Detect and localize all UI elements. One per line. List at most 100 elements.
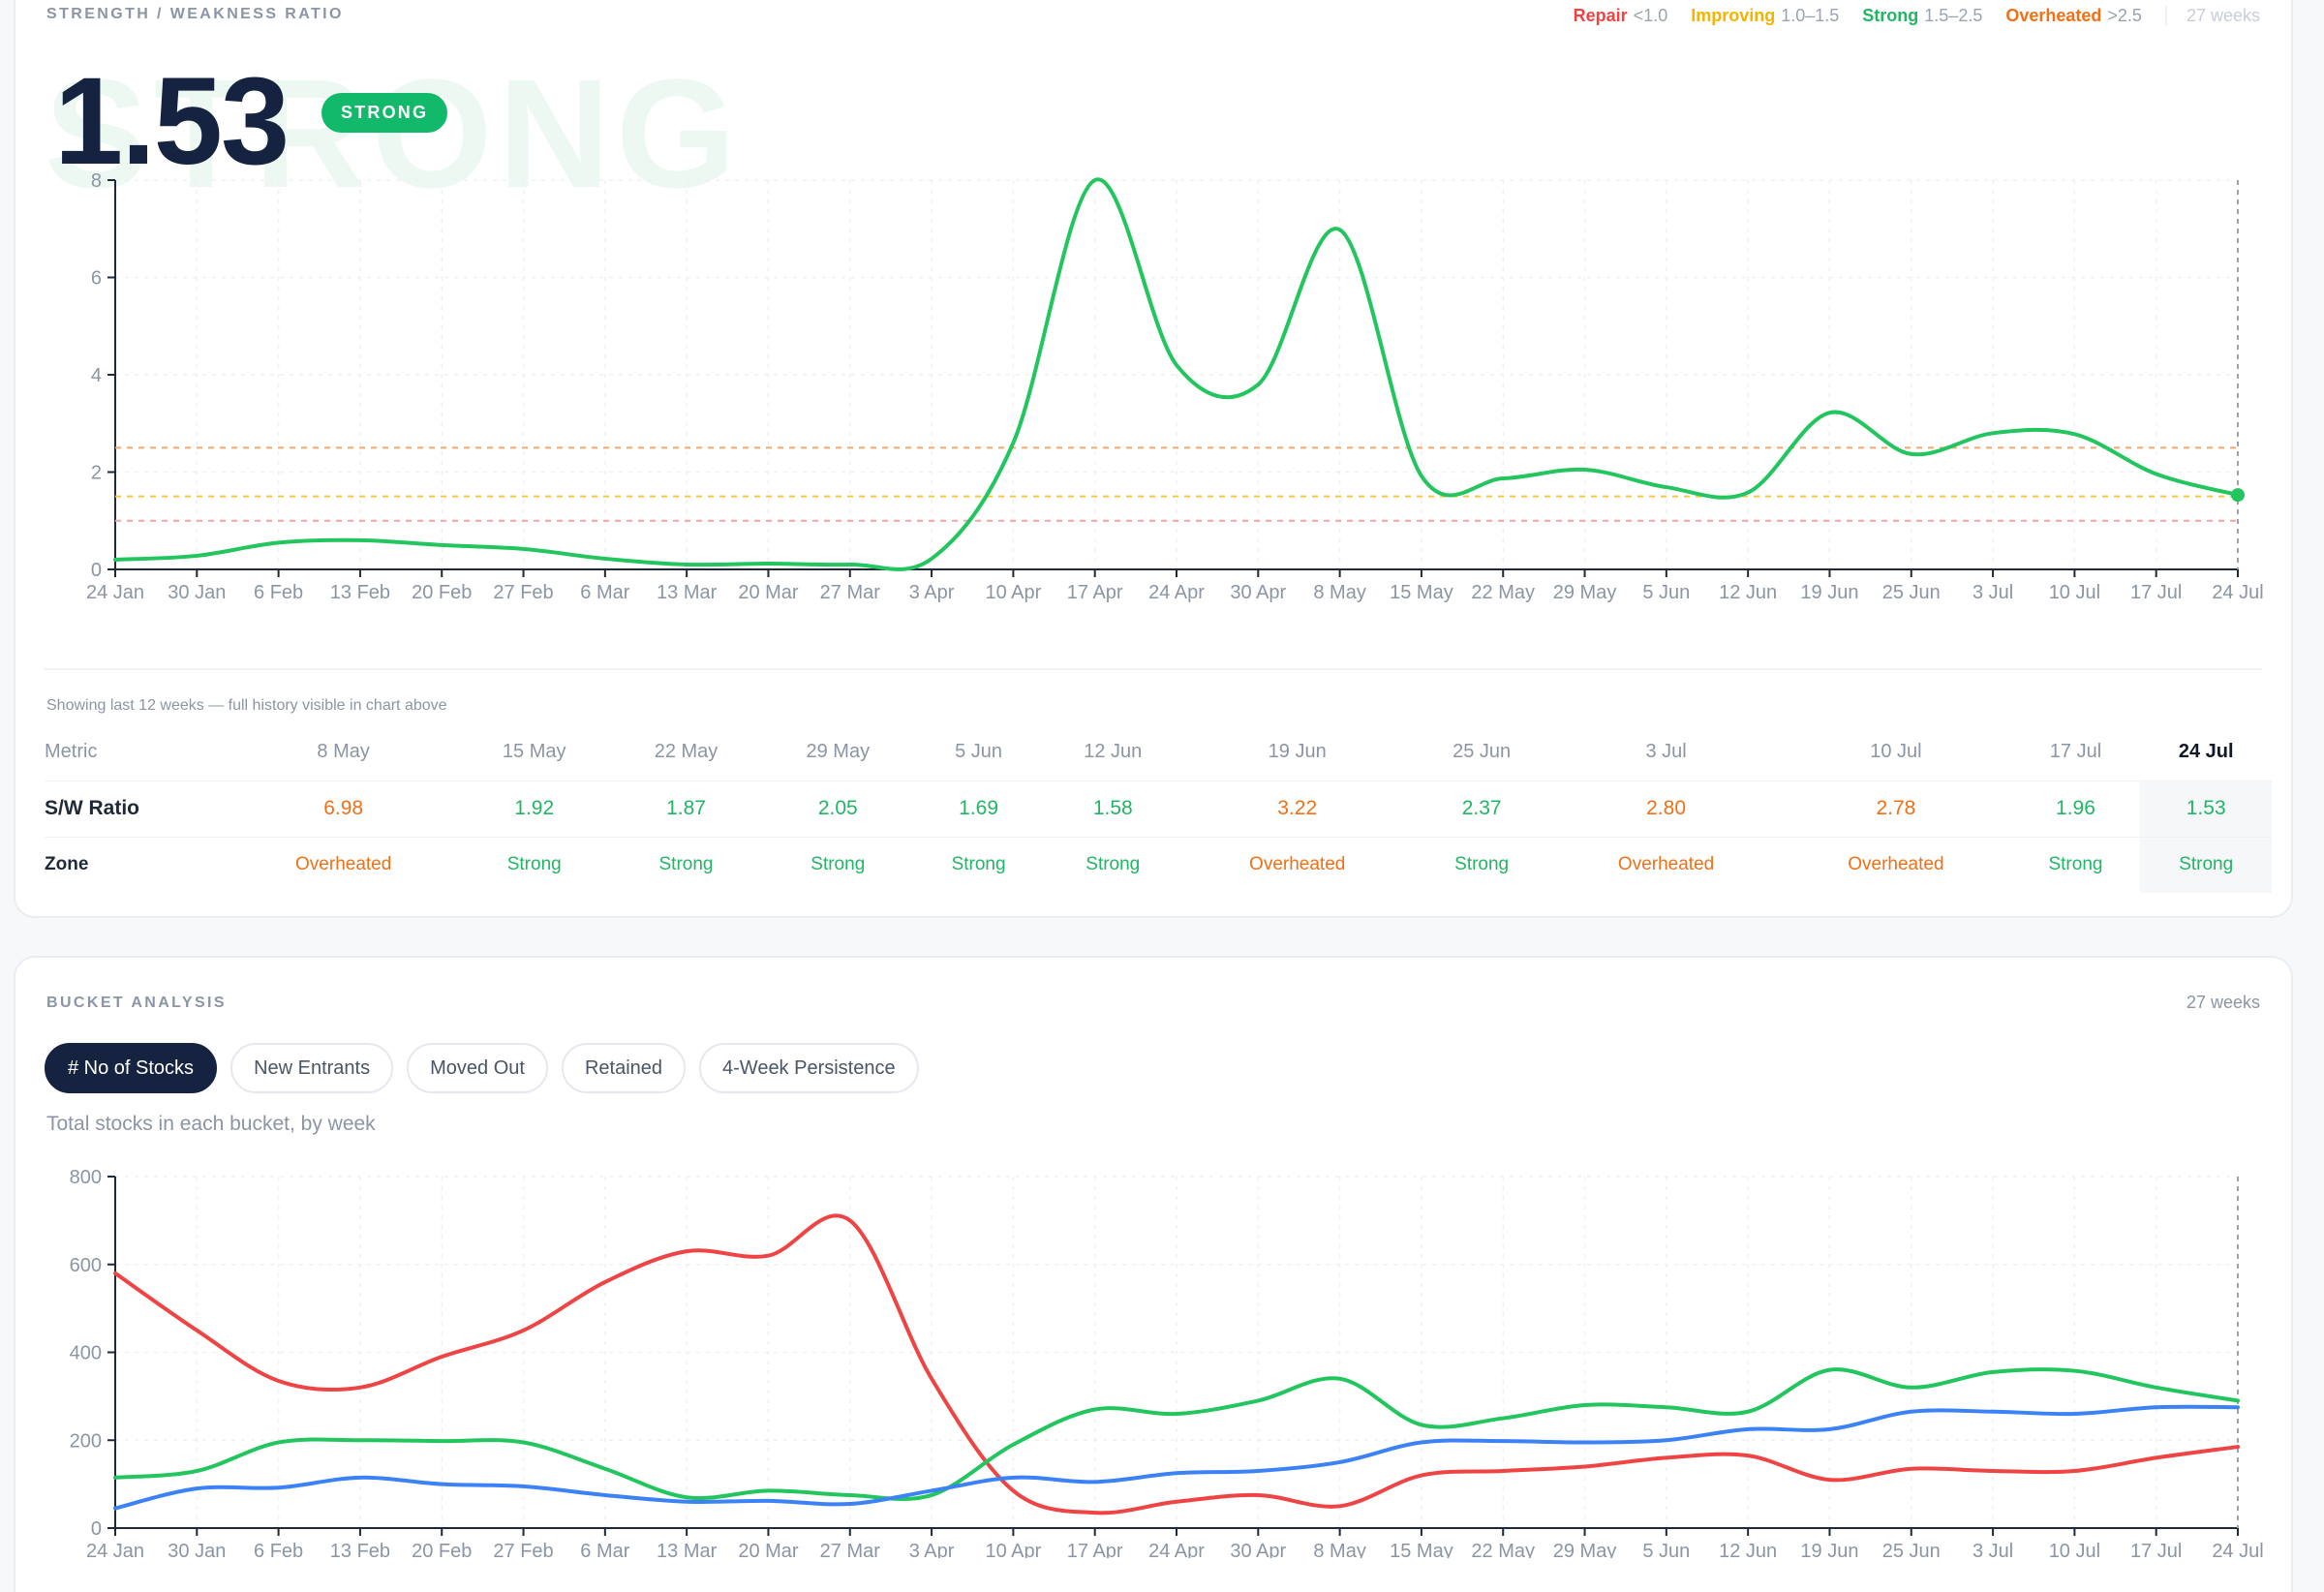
- zone-cell: Overheated: [1617, 854, 1715, 875]
- x-tick-label: 12 Jun: [1719, 582, 1777, 603]
- x-tick-label: 17 Jul: [2130, 1541, 2182, 1558]
- ratio-row-label: S/W Ratio: [45, 781, 229, 838]
- ratio-cell: 1.69: [913, 781, 1044, 838]
- ratio-value: 1.53: [54, 52, 290, 191]
- ratio-cell: 1.92: [458, 781, 611, 838]
- y-tick-label: 400: [70, 1343, 102, 1364]
- current-point: [2231, 488, 2245, 503]
- y-tick-label: 2: [91, 463, 102, 484]
- ratio-section-label: STRENGTH / WEAKNESS RATIO: [46, 6, 344, 22]
- y-tick-label: 200: [70, 1430, 102, 1452]
- week-header: 17 Jul: [2010, 724, 2141, 781]
- x-tick-label: 10 Apr: [985, 582, 1041, 603]
- x-tick-label: 24 Apr: [1148, 582, 1205, 603]
- legend-improving: Improving 1.0–1.5: [1691, 6, 1840, 25]
- x-tick-label: 6 Feb: [254, 582, 303, 603]
- x-tick-label: 22 May: [1471, 1541, 1535, 1558]
- bucket-subtitle: Total stocks in each bucket, by week: [46, 1113, 376, 1135]
- metric-header: Metric: [45, 724, 229, 781]
- x-tick-label: 15 May: [1390, 582, 1453, 603]
- x-tick-label: 20 Feb: [412, 1541, 472, 1558]
- x-tick-label: 27 Mar: [820, 582, 881, 603]
- x-tick-label: 17 Apr: [1067, 582, 1123, 603]
- x-tick-label: 29 May: [1553, 582, 1617, 603]
- x-tick-label: 25 Jun: [1882, 1541, 1941, 1558]
- x-tick-label: 5 Jun: [1642, 582, 1690, 603]
- ratio-weeks-label: 27 weeks: [2164, 6, 2260, 26]
- tab-no-of-stocks[interactable]: # No of Stocks: [45, 1043, 218, 1093]
- ratio-cell: 3.22: [1182, 781, 1413, 838]
- series-line: [113, 1213, 2240, 1515]
- ratio-cell: 1.58: [1043, 781, 1183, 838]
- tab-moved-out[interactable]: Moved Out: [407, 1043, 548, 1093]
- x-tick-label: 3 Apr: [909, 582, 955, 603]
- x-tick-label: 13 Mar: [657, 582, 718, 603]
- bucket-chart: 0 200 400 600 800 24 Jan 30 Jan 6 Feb 13 Feb 20 F…: [70, 1167, 2264, 1558]
- x-tick-label: 19 Jun: [1800, 582, 1858, 603]
- ratio-cell: 2.37: [1412, 781, 1551, 838]
- y-tick-label: 4: [91, 365, 102, 386]
- tab-new-entrants[interactable]: New Entrants: [230, 1043, 394, 1093]
- week-header: 29 May: [761, 724, 914, 781]
- zone-cell: Strong: [658, 854, 714, 875]
- week-header: 25 Jun: [1412, 724, 1551, 781]
- x-tick-label: 8 May: [1313, 582, 1365, 603]
- ratio-card: STRENGTH / WEAKNESS RATIO Repair <1.0 Imp…: [14, 0, 2293, 918]
- legend-overheated: Overheated >2.5: [2005, 6, 2142, 25]
- x-tick-label: 20 Feb: [412, 582, 472, 603]
- zone-cell: Overheated: [295, 854, 392, 875]
- x-tick-label: 10 Jul: [2049, 582, 2100, 603]
- x-tick-label: 27 Feb: [493, 582, 553, 603]
- bucket-section-label: BUCKET ANALYSIS: [46, 995, 227, 1011]
- zone-legend: Repair <1.0 Improving 1.0–1.5 Strong 1.5–2.…: [1574, 6, 2260, 26]
- x-tick-label: 19 Jun: [1800, 1541, 1858, 1558]
- week-header: 15 May: [458, 724, 611, 781]
- y-tick-label: 6: [91, 268, 102, 290]
- x-tick-label: 10 Jul: [2049, 1541, 2100, 1558]
- zone-cell: Strong: [2140, 837, 2272, 893]
- divider: [45, 668, 2262, 670]
- x-tick-label: 27 Mar: [820, 1541, 881, 1558]
- x-tick-label: 24 Jul: [2212, 1541, 2263, 1558]
- x-tick-label: 6 Mar: [580, 582, 629, 603]
- x-tick-label: 20 Mar: [738, 1541, 799, 1558]
- x-tick-label: 24 Jan: [86, 1541, 144, 1558]
- x-tick-label: 12 Jun: [1719, 1541, 1777, 1558]
- ratio-cell: 1.87: [610, 781, 762, 838]
- x-tick-label: 30 Jan: [168, 1541, 226, 1558]
- table-row-ratio: S/W Ratio 6.98 1.92 1.87 2.05 1.69 1.58 3.22 2.…: [45, 781, 2272, 838]
- week-header: 12 Jun: [1043, 724, 1183, 781]
- ratio-cell: 1.53: [2140, 781, 2272, 838]
- legend-strong: Strong 1.5–2.5: [1862, 6, 1983, 25]
- tab-retained[interactable]: Retained: [561, 1043, 687, 1093]
- x-tick-label: 6 Feb: [254, 1541, 303, 1558]
- tab-4-week-persistence[interactable]: 4-Week Persistence: [699, 1043, 919, 1093]
- x-tick-label: 13 Mar: [657, 1541, 718, 1558]
- series-line: [113, 1367, 2240, 1501]
- x-tick-label: 30 Jan: [168, 582, 226, 603]
- x-tick-label: 17 Jul: [2130, 582, 2182, 603]
- x-tick-label: 3 Jul: [1972, 582, 2013, 603]
- x-tick-label: 24 Jan: [86, 582, 144, 603]
- x-tick-label: 17 Apr: [1067, 1541, 1123, 1558]
- week-header: 3 Jul: [1550, 724, 1782, 781]
- week-header: 24 Jul: [2140, 724, 2272, 781]
- y-tick-label: 800: [70, 1167, 102, 1188]
- x-tick-label: 30 Apr: [1230, 582, 1286, 603]
- x-tick-label: 22 May: [1471, 582, 1535, 603]
- y-tick-label: 0: [91, 1518, 102, 1540]
- x-tick-label: 25 Jun: [1882, 582, 1941, 603]
- y-tick-label: 8: [91, 172, 102, 192]
- zone-cell: Overheated: [1249, 854, 1346, 875]
- zone-cell: Strong: [1086, 854, 1141, 875]
- legend-repair: Repair <1.0: [1573, 6, 1668, 25]
- x-tick-label: 3 Jul: [1972, 1541, 2013, 1558]
- zone-cell: Strong: [506, 854, 562, 875]
- ratio-weekly-table: Metric 8 May 15 May 22 May 29 May 5 Jun 12 Ju…: [45, 724, 2272, 893]
- x-tick-label: 5 Jun: [1642, 1541, 1690, 1558]
- ratio-chart: 0 2 4 6 8 24 Jan 30 Jan 6 Feb 13 Feb 20 Feb 27 Feb…: [86, 172, 2264, 603]
- zone-cell: Strong: [810, 854, 866, 875]
- series-line: [113, 1404, 2240, 1511]
- week-header: 8 May: [229, 724, 459, 781]
- y-tick-label: 0: [91, 560, 102, 581]
